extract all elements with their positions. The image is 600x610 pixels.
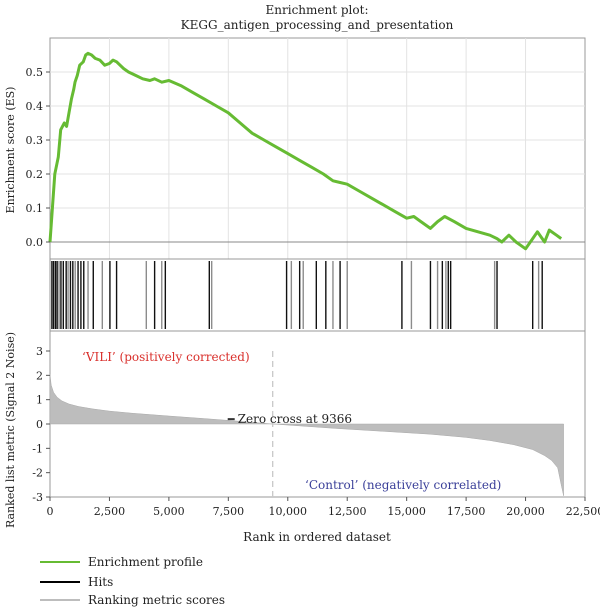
es-y-tick-label: 0.1 (26, 202, 44, 215)
es-y-tick-label: 0.4 (26, 100, 44, 113)
zero-cross-label: Zero cross at 9366 (238, 412, 352, 426)
legend: Enrichment profile Hits Ranking metric s… (40, 555, 225, 607)
metric-x-tick-label: 0 (47, 505, 54, 518)
metric-x-tick-label: 5,000 (153, 505, 185, 518)
metric-y-tick-label: 0 (36, 418, 43, 431)
metric-y-tick-label: -2 (32, 467, 43, 480)
metric-y-tick-label: 1 (36, 394, 43, 407)
es-gridlines (50, 38, 585, 259)
metric-x-ticks: 0 2,500 5,000 7,500 10,000 12,500 15,000 17,500… (47, 497, 600, 518)
metric-y-tick-label: -3 (32, 491, 43, 504)
legend-label-ranking: Ranking metric scores (88, 593, 225, 607)
es-y-tick-label: 0.0 (26, 236, 44, 249)
es-y-tick-label: 0.2 (26, 168, 44, 181)
es-y-tick-label: 0.3 (26, 134, 44, 147)
metric-y-axis-label: Ranked list metric (Signal 2 Noise) (4, 332, 17, 528)
metric-x-tick-label: 17,500 (447, 505, 486, 518)
negative-phenotype-label: ‘Control’ (negatively correlated) (305, 478, 501, 492)
metric-x-tick-label: 12,500 (328, 505, 367, 518)
positive-phenotype-label: ‘VILI’ (positively corrected) (82, 350, 250, 364)
metric-x-tick-label: 20,000 (506, 505, 545, 518)
es-y-tick-label: 0.5 (26, 66, 44, 79)
metric-y-tick-label: 3 (36, 345, 43, 358)
metric-x-tick-label: 15,000 (387, 505, 426, 518)
metric-x-tick-label: 2,500 (94, 505, 126, 518)
ranking-metric-area (49, 374, 564, 496)
es-panel: 0.0 0.1 0.2 0.3 0.4 0.5 Enrichment score (ES) (4, 37, 586, 260)
metric-y-tick-label: 2 (36, 369, 43, 382)
es-y-axis-label: Enrichment score (ES) (4, 87, 17, 214)
chart-subtitle: KEGG_antigen_processing_and_presentation (181, 18, 454, 32)
metric-x-tick-label: 22,500 (566, 505, 600, 518)
metric-y-ticks: 3 2 1 0 -1 -2 -3 (32, 345, 50, 504)
hit-lines (51, 261, 543, 329)
enrichment-profile-line (48, 51, 563, 251)
hits-panel-frame (49, 258, 586, 332)
legend-label-hits: Hits (88, 575, 113, 589)
es-y-ticks: 0.0 0.1 0.2 0.3 0.4 0.5 (26, 66, 50, 249)
metric-y-tick-label: -1 (32, 442, 43, 455)
metric-x-tick-label: 7,500 (213, 505, 245, 518)
legend-label-enrichment: Enrichment profile (88, 555, 203, 569)
metric-x-axis-label: Rank in ordered dataset (243, 530, 391, 544)
hits-panel (49, 258, 586, 332)
chart-title: Enrichment plot: (266, 3, 369, 17)
metric-panel: Zero cross at 9366 ‘VILI’ (positively co… (4, 330, 600, 544)
es-panel-frame (49, 37, 586, 260)
metric-x-tick-label: 10,000 (269, 505, 308, 518)
